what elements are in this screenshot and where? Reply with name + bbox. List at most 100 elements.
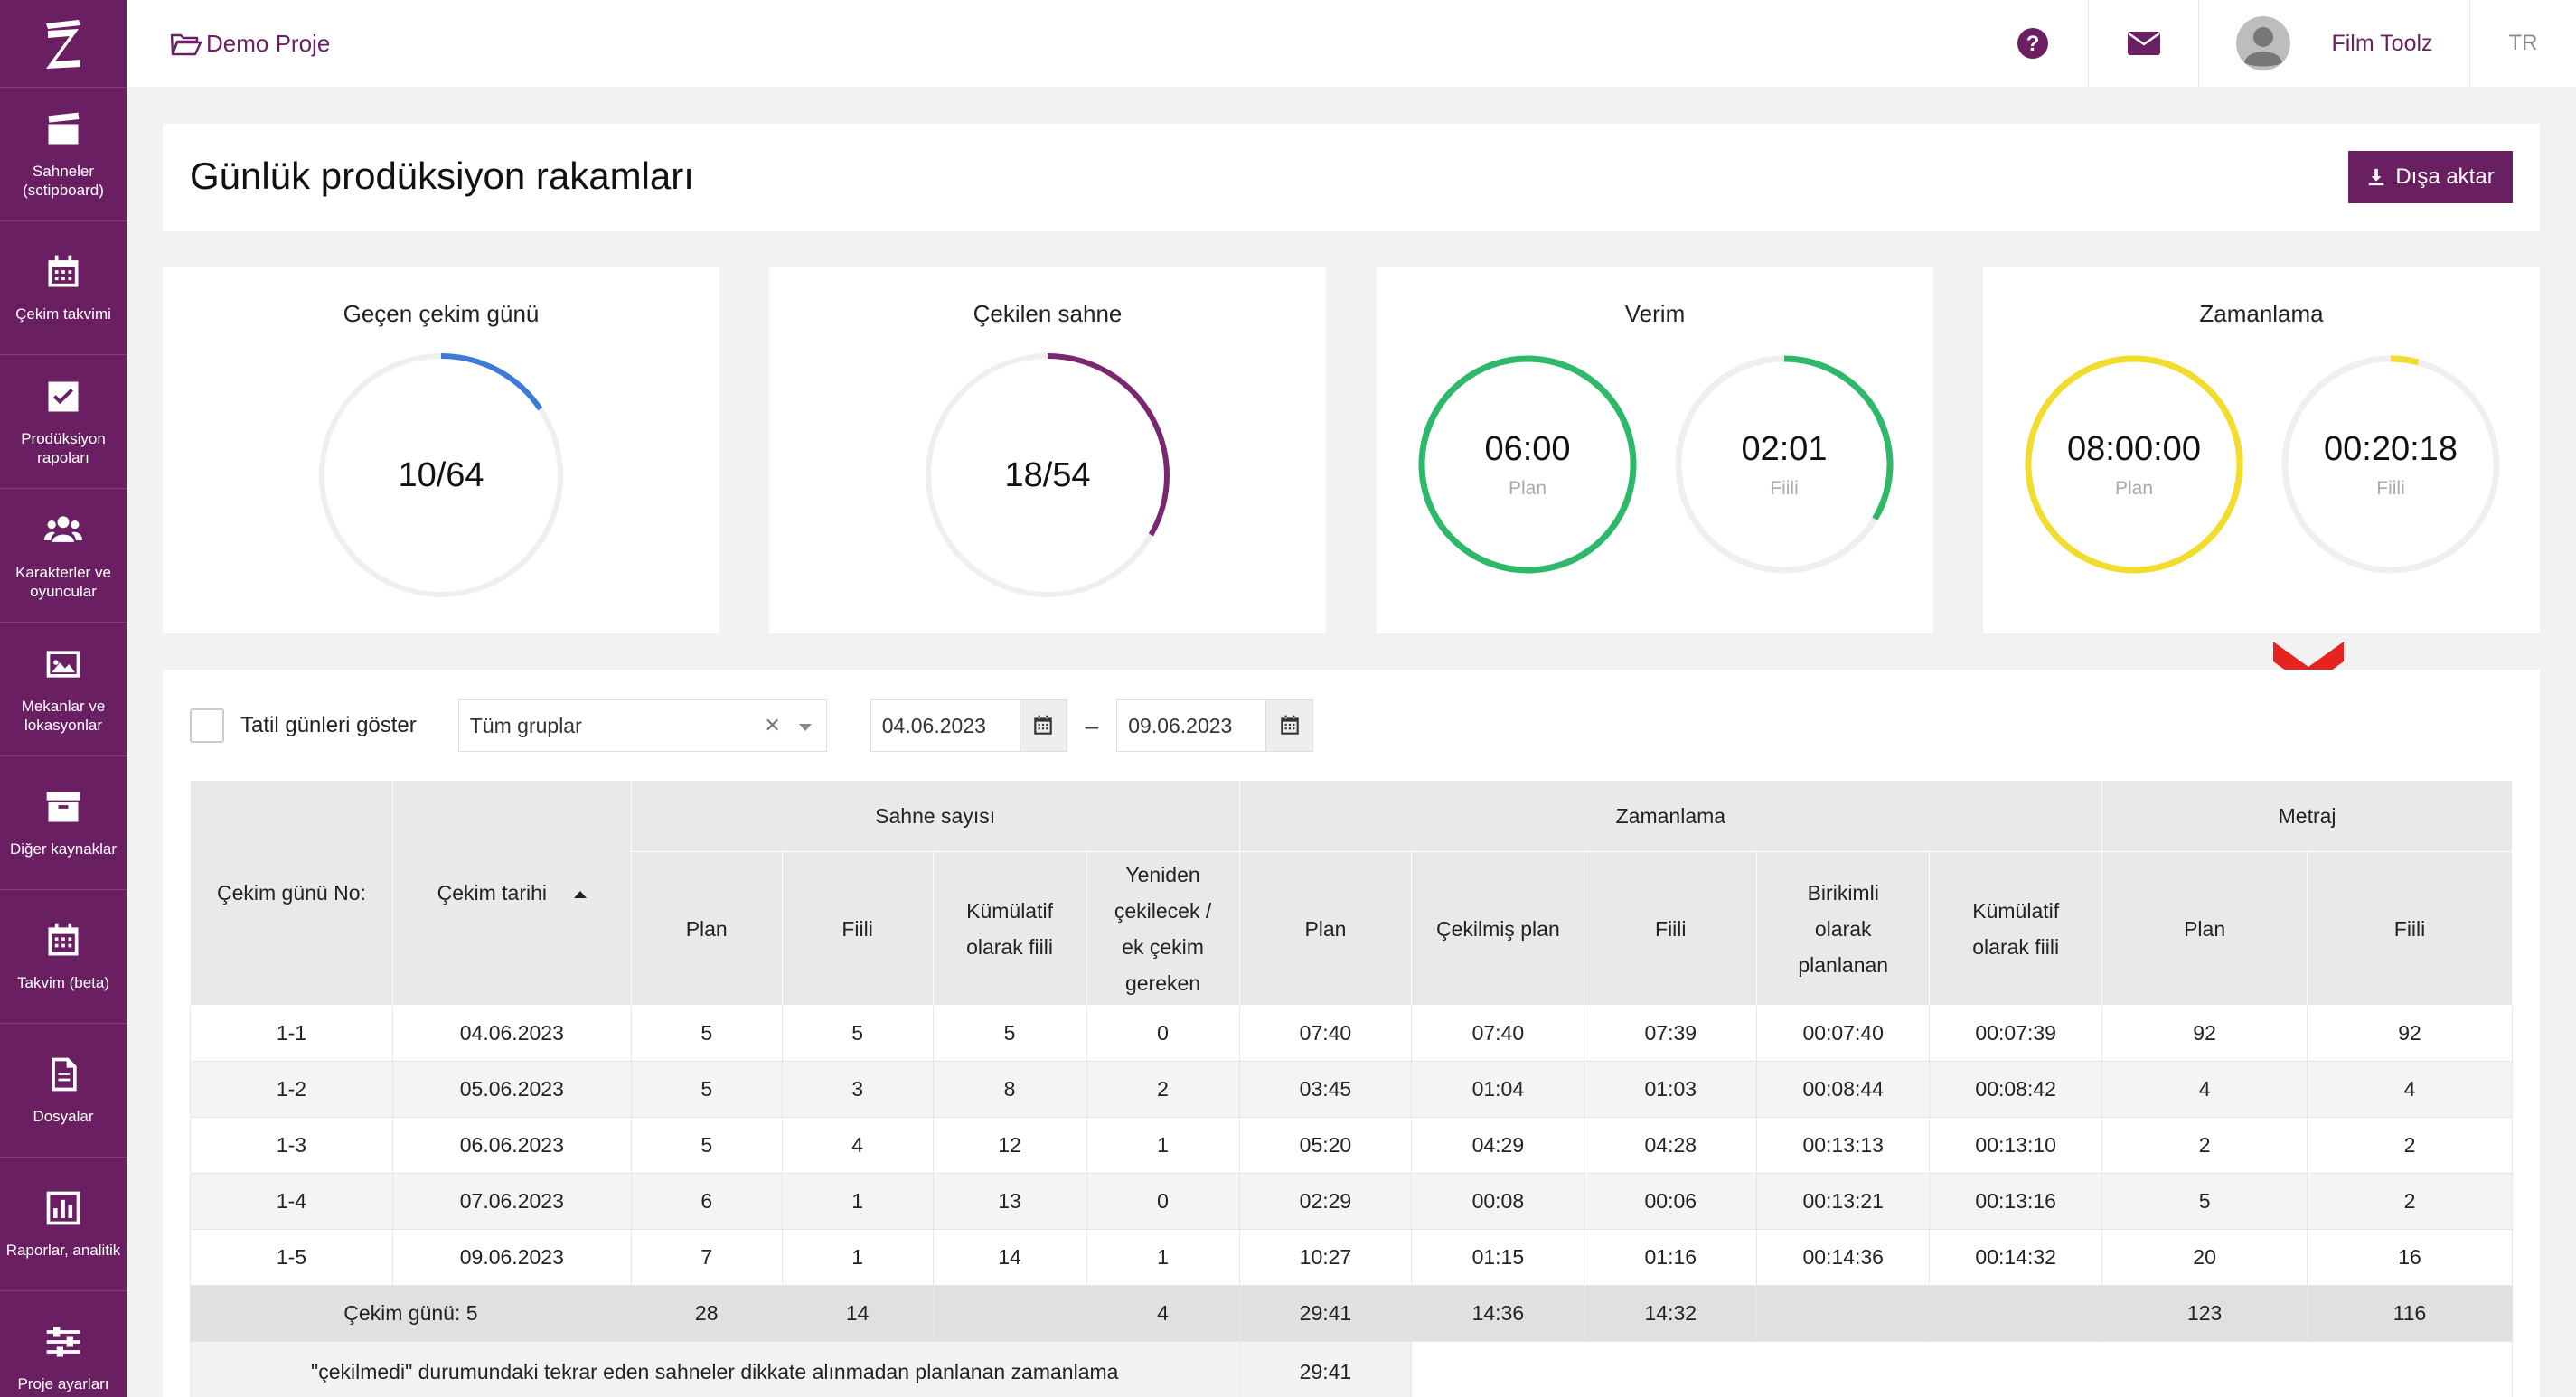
checkbox-icon [48,381,79,411]
cell-m-actual: 92 [2307,1005,2513,1062]
sidebar-item-files[interactable]: Dosyalar [0,1023,127,1157]
total-sc-actual: 14 [781,1285,934,1342]
project-link[interactable]: Demo Proje [170,30,330,58]
date-to-input[interactable] [1117,700,1266,751]
group-footage: Metraj [2101,780,2513,852]
sidebar-item-locations[interactable]: Mekanlar ve lokasyonlar [0,622,127,755]
note-filler [1411,1341,2513,1397]
date-from-calendar-button[interactable] [1019,700,1067,751]
stat-card-efficiency: Verim 06:00 Plan 02:01 Fiili [1377,267,1933,633]
cell-sc-reshoot: 2 [1086,1061,1240,1118]
cell-sc-reshoot: 1 [1086,1229,1240,1286]
sidebar-item-label: Prodüksiyon rapoları [21,429,106,466]
col-sc-cum-actual: Kümülatif olarak fiili [932,851,1087,1006]
user-menu[interactable]: Film Toolz [2198,0,2469,87]
date-to-calendar-button[interactable] [1265,700,1313,751]
cell-date: 07.06.2023 [391,1173,632,1230]
timing-actual-label: Fiili [2376,477,2405,499]
sidebar-item-label: Karakterler ve oyuncular [15,563,111,600]
sidebar-item-reports[interactable]: Raporlar, analitik [0,1157,127,1290]
cell-sc-plan: 5 [630,1117,783,1174]
cell-t-plan: 07:40 [1238,1005,1413,1062]
col-date-label: Çekim tarihi [437,881,548,905]
date-from-input[interactable] [870,700,1020,751]
cell-m-actual: 2 [2307,1117,2513,1174]
cell-t-cum-plan: 00:13:13 [1756,1117,1931,1174]
calendar-grid-icon [48,923,79,956]
scenes-shot-ring: 18/54 [923,351,1172,600]
help-button[interactable]: ? [1978,0,2088,87]
cell-m-actual: 16 [2307,1229,2513,1286]
sort-asc-icon [574,890,588,898]
folder-open-icon [170,33,202,56]
cell-t-cum-actual: 00:13:10 [1929,1117,2103,1174]
sidebar-item-calendar-beta[interactable]: Takvim (beta) [0,889,127,1023]
efficiency-plan-arc [1418,355,1637,574]
total-m-plan: 123 [2101,1285,2308,1342]
cell-date: 09.06.2023 [391,1229,632,1286]
col-date[interactable]: Çekim tarihi [391,780,632,1006]
col-t-actual: Fiili [1584,851,1758,1006]
col-sc-actual: Fiili [781,851,934,1006]
stat-card-timing: Zamanlama 08:00:00 Plan 00:20:18 Fiili [1983,267,2540,633]
table-row: 1-3 06.06.2023 5 4 12 1 05:20 04:29 04:28 00:13… [190,1117,2513,1174]
total-sc-cum-actual [932,1285,1087,1342]
logo-z-icon [46,20,80,69]
sidebar-item-characters[interactable]: Karakterler ve oyuncular [0,488,127,622]
cell-t-cum-actual: 00:14:32 [1929,1229,2103,1286]
cell-m-plan: 92 [2101,1005,2308,1062]
cell-day-no: 1-2 [190,1061,393,1118]
shooting-days-value: 10/64 [398,455,484,494]
top-header: Demo Proje ? Film Toolz TR [127,0,2576,87]
stat-title: Çekilen sahne [973,300,1123,327]
shooting-days-ring: 10/64 [316,351,566,600]
cell-day-no: 1-3 [190,1117,393,1174]
date-range-dash: – [1085,711,1099,739]
date-from-picker [870,699,1067,752]
cell-t-shot-plan: 00:08 [1411,1173,1585,1230]
messages-button[interactable] [2088,0,2198,87]
cell-sc-actual: 1 [781,1229,934,1286]
cell-sc-actual: 1 [781,1173,934,1230]
sidebar-item-shooting-schedule[interactable]: Çekim takvimi [0,220,127,354]
calendar-icon [1280,715,1299,735]
group-select[interactable]: Tüm gruplar ✕ [457,699,827,752]
stat-card-scenes-shot: Çekilen sahne 18/54 [769,267,1326,633]
cell-m-plan: 4 [2101,1061,2308,1118]
cell-t-cum-actual: 00:13:16 [1929,1173,2103,1230]
sidebar-item-other-resources[interactable]: Diğer kaynaklar [0,755,127,889]
help-icon: ? [2017,28,2048,59]
filter-bar: Tatil günleri göster Tüm gruplar ✕ – [190,698,1314,753]
sidebar-item-production-reports[interactable]: Prodüksiyon rapoları [0,354,127,488]
efficiency-plan-ring: 06:00 Plan [1417,354,1638,575]
total-sc-reshoot: 4 [1086,1285,1240,1342]
title-card: Günlük prodüksiyon rakamları Dışa aktar [163,124,2540,231]
group-select-value: Tüm gruplar [469,713,582,737]
holidays-checkbox[interactable] [190,708,224,743]
project-name: Demo Proje [206,29,331,57]
col-t-cum-actual: Kümülatif olarak fiili [1929,851,2103,1006]
cell-day-no: 1-1 [190,1005,393,1062]
app-logo[interactable] [0,0,127,87]
clear-icon[interactable]: ✕ [764,714,781,736]
totals-row: Çekim günü: 5 28 14 4 29:41 14:36 14:32 … [190,1285,2513,1342]
users-icon [43,515,83,542]
cell-t-shot-plan: 01:15 [1411,1229,1585,1286]
export-button[interactable]: Dışa aktar [2348,151,2513,203]
cell-t-actual: 01:16 [1584,1229,1758,1286]
timing-plan-label: Plan [2114,477,2154,499]
sidebar-item-scenes[interactable]: Sahneler (sctipboard) [0,87,127,220]
caret-down-icon [798,724,812,731]
cell-sc-cum-actual: 8 [932,1061,1087,1118]
cell-day-no: 1-4 [190,1173,393,1230]
cell-sc-cum-actual: 13 [932,1173,1087,1230]
stat-title: Zamanlama [2199,300,2324,327]
cell-sc-cum-actual: 12 [932,1117,1087,1174]
cell-sc-plan: 5 [630,1005,783,1062]
language-switch[interactable]: TR [2469,0,2576,87]
efficiency-actual-ring: 02:01 Fiili [1674,354,1894,575]
sidebar-item-project-settings[interactable]: Proje ayarları [0,1290,127,1397]
cell-sc-plan: 5 [630,1061,783,1118]
cell-sc-actual: 5 [781,1005,934,1062]
cell-t-shot-plan: 04:29 [1411,1117,1585,1174]
